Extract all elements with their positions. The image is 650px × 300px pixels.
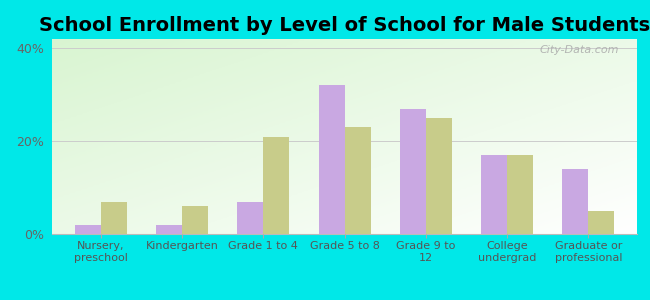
Bar — [156, 225, 182, 234]
Bar — [588, 211, 614, 234]
Bar — [182, 206, 208, 234]
Bar — [101, 202, 127, 234]
Bar — [237, 202, 263, 234]
Bar — [562, 169, 588, 234]
Bar — [75, 225, 101, 234]
Bar — [400, 109, 426, 234]
Title: School Enrollment by Level of School for Male Students: School Enrollment by Level of School for… — [39, 16, 650, 35]
Bar — [344, 127, 370, 234]
Bar — [263, 136, 289, 234]
Bar — [481, 155, 507, 234]
Text: City-Data.com: City-Data.com — [540, 45, 619, 55]
Bar — [426, 118, 452, 234]
Bar — [318, 85, 344, 234]
Bar — [507, 155, 533, 234]
